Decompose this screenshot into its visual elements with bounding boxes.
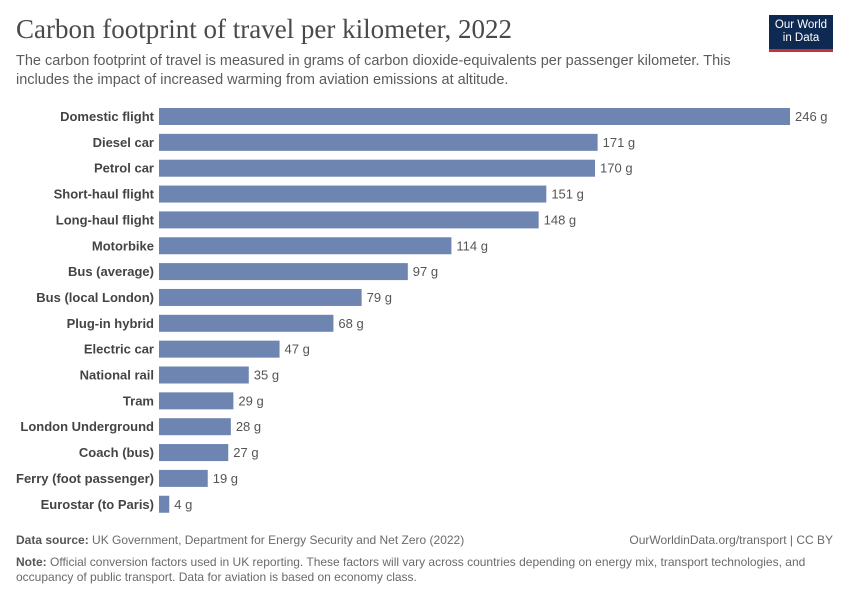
category-label-bus-average: Bus (average) bbox=[68, 264, 154, 279]
logo-line-1: Our World bbox=[774, 19, 828, 31]
category-label-short-haul-flight: Short-haul flight bbox=[54, 187, 155, 202]
value-label-london-underground: 28 g bbox=[236, 419, 261, 434]
category-label-london-underground: London Underground bbox=[20, 419, 154, 434]
bar-national-rail[interactable] bbox=[159, 366, 249, 384]
value-label-plug-in-hybrid: 68 g bbox=[338, 316, 363, 331]
bar-domestic-flight[interactable] bbox=[159, 108, 790, 125]
category-label-plug-in-hybrid: Plug-in hybrid bbox=[67, 316, 154, 331]
bar-electric-car[interactable] bbox=[159, 340, 280, 358]
value-label-domestic-flight: 246 g bbox=[795, 109, 828, 124]
chart-note: Note: Official conversion factors used i… bbox=[16, 555, 806, 585]
bar-chart: Domestic flight 246 g Diesel car 171 g Petro… bbox=[16, 108, 828, 513]
bar-bus-average[interactable] bbox=[159, 263, 408, 281]
category-label-bus-local-london: Bus (local London) bbox=[36, 290, 154, 305]
category-label-petrol-car: Petrol car bbox=[94, 161, 154, 176]
value-label-eurostar-to-paris: 4 g bbox=[174, 497, 192, 512]
category-label-motorbike: Motorbike bbox=[92, 238, 154, 253]
bar-diesel-car[interactable] bbox=[159, 133, 598, 151]
category-label-coach-bus: Coach (bus) bbox=[79, 445, 154, 460]
data-source-text: UK Government, Department for Energy Sec… bbox=[92, 533, 465, 547]
owid-logo[interactable]: Our World in Data bbox=[769, 15, 833, 52]
note-text: Official conversion factors used in UK r… bbox=[16, 555, 806, 584]
chart-subtitle: The carbon footprint of travel is measur… bbox=[16, 53, 731, 88]
bar-petrol-car[interactable] bbox=[159, 159, 596, 177]
value-label-short-haul-flight: 151 g bbox=[551, 187, 584, 202]
bar-plug-in-hybrid[interactable] bbox=[159, 314, 334, 332]
value-label-coach-bus: 27 g bbox=[233, 445, 258, 460]
value-label-national-rail: 35 g bbox=[254, 368, 279, 383]
chart-title: Carbon footprint of travel per kilometer… bbox=[16, 14, 513, 44]
value-label-long-haul-flight: 148 g bbox=[544, 212, 577, 227]
category-label-electric-car: Electric car bbox=[84, 342, 154, 357]
note-label: Note: bbox=[16, 555, 47, 569]
value-label-tram: 29 g bbox=[238, 393, 263, 408]
bar-ferry-foot-passenger[interactable] bbox=[159, 469, 208, 487]
value-label-ferry-foot-passenger: 19 g bbox=[213, 471, 238, 486]
bar-tram[interactable] bbox=[159, 392, 234, 410]
category-label-eurostar-to-paris: Eurostar (to Paris) bbox=[41, 497, 154, 512]
value-label-diesel-car: 171 g bbox=[603, 135, 636, 150]
value-label-bus-local-london: 79 g bbox=[367, 290, 392, 305]
logo-line-2: in Data bbox=[782, 32, 820, 44]
category-label-long-haul-flight: Long-haul flight bbox=[56, 212, 155, 227]
bar-motorbike[interactable] bbox=[159, 237, 452, 255]
bar-london-underground[interactable] bbox=[159, 418, 231, 436]
category-label-national-rail: National rail bbox=[80, 368, 154, 383]
value-label-electric-car: 47 g bbox=[285, 342, 310, 357]
category-label-ferry-foot-passenger: Ferry (foot passenger) bbox=[16, 471, 154, 486]
data-source-label: Data source: bbox=[16, 533, 89, 547]
bar-eurostar-to-paris[interactable] bbox=[159, 495, 170, 513]
bar-coach-bus[interactable] bbox=[159, 444, 229, 462]
credit-link[interactable]: OurWorldinData.org/transport | CC BY bbox=[629, 533, 833, 547]
category-label-diesel-car: Diesel car bbox=[93, 135, 154, 150]
category-label-tram: Tram bbox=[123, 393, 154, 408]
bar-short-haul-flight[interactable] bbox=[159, 185, 547, 203]
bar-bus-local-london[interactable] bbox=[159, 288, 362, 306]
bar-long-haul-flight[interactable] bbox=[159, 211, 539, 229]
category-label-domestic-flight: Domestic flight bbox=[60, 109, 155, 124]
value-label-bus-average: 97 g bbox=[413, 264, 438, 279]
value-label-motorbike: 114 g bbox=[456, 238, 488, 253]
data-source: Data source: UK Government, Department f… bbox=[16, 533, 464, 547]
value-label-petrol-car: 170 g bbox=[600, 161, 633, 176]
